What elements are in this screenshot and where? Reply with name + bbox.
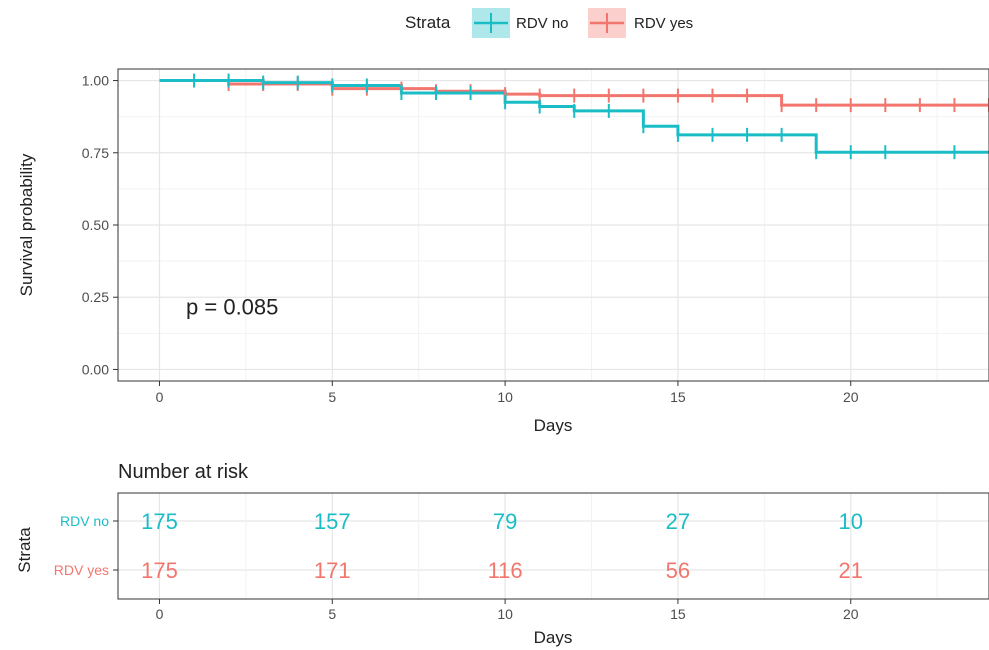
risk-value: 21: [839, 558, 863, 583]
risk-table-x-ticks: 0 5 10 15 20: [156, 599, 859, 622]
risk-table-row-labels: RDV no RDV yes: [54, 513, 118, 578]
risk-x-tick-label: 15: [670, 606, 686, 622]
survival-y-ticks: 0.00 0.25 0.50 0.75 1.00: [82, 73, 118, 377]
risk-table-title: Number at risk: [118, 461, 249, 483]
risk-value: 171: [314, 558, 351, 583]
risk-x-tick-label: 5: [328, 606, 336, 622]
risk-table-x-axis-title: Days: [534, 628, 573, 647]
risk-table-panel: Number at risk 175 157 79 27 10 175 171 116 56 21…: [15, 461, 989, 647]
risk-value: 27: [666, 509, 690, 534]
y-tick-label: 0.75: [82, 145, 109, 161]
legend-label-rdv-no: RDV no: [516, 15, 569, 32]
risk-table-gridlines: [118, 493, 989, 599]
risk-value: 175: [141, 558, 178, 583]
risk-x-tick-label: 0: [156, 606, 164, 622]
risk-value: 157: [314, 509, 351, 534]
censor-marks: [193, 73, 989, 160]
x-tick-label: 5: [328, 389, 336, 405]
y-tick-label: 0.50: [82, 217, 109, 233]
risk-row-label: RDV yes: [54, 562, 109, 578]
y-tick-label: 1.00: [82, 73, 109, 89]
legend: Strata RDV no RDV yes: [405, 8, 693, 38]
x-tick-label: 10: [497, 389, 513, 405]
survival-panel: 0.000.250.500.751.00 0 5 10 15 20 p = 0.085 …: [17, 68, 989, 435]
risk-value: 56: [666, 558, 690, 583]
risk-value: 79: [493, 509, 517, 534]
risk-value: 175: [141, 509, 178, 534]
risk-table-border: [117, 492, 989, 600]
risk-row-label: RDV no: [60, 513, 109, 529]
risk-x-tick-label: 20: [843, 606, 859, 622]
survival-y-axis-title: Survival probability: [17, 153, 36, 296]
x-tick-label: 15: [670, 389, 686, 405]
y-tick-label: 0.25: [82, 289, 109, 305]
legend-label-rdv-yes: RDV yes: [634, 15, 693, 32]
survival-x-axis-title: Days: [534, 416, 573, 435]
survival-gridlines: [118, 69, 989, 381]
risk-x-tick-label: 10: [497, 606, 513, 622]
risk-value: 116: [488, 558, 523, 583]
x-tick-label: 20: [843, 389, 859, 405]
legend-title: Strata: [405, 13, 451, 32]
risk-table-y-axis-title: Strata: [15, 527, 34, 573]
y-tick-label: 0.00: [82, 361, 109, 377]
risk-table-values: 175 157 79 27 10 175 171 116 56 21: [141, 509, 863, 583]
risk-value: 10: [839, 509, 863, 534]
p-value-annotation: p = 0.085: [186, 295, 278, 320]
survival-x-ticks: 0 5 10 15 20: [156, 381, 859, 405]
x-tick-label: 0: [156, 389, 164, 405]
